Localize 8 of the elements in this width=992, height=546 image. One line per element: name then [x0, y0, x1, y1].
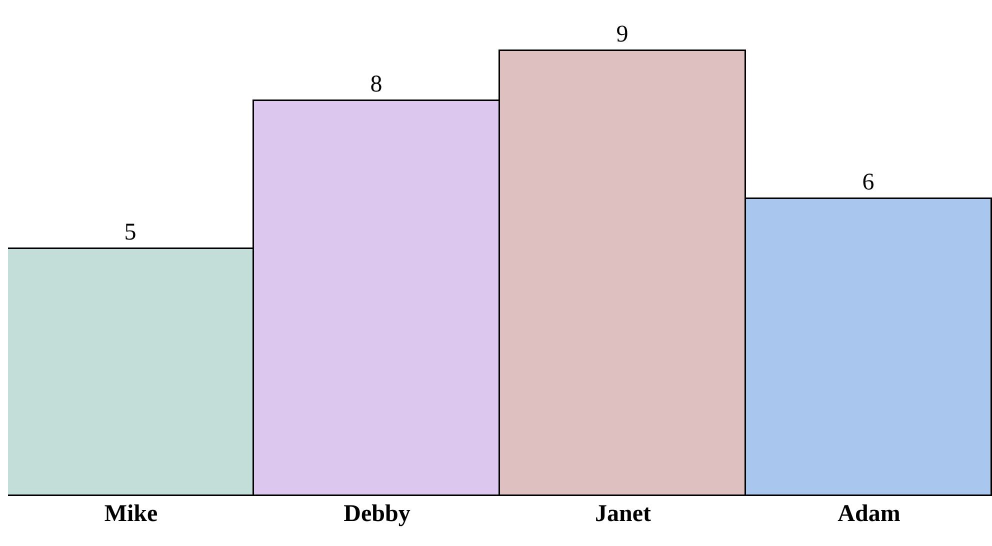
data-label: 9 — [616, 21, 628, 48]
x-tick-label: Mike — [104, 501, 158, 527]
data-label: 8 — [370, 71, 382, 98]
data-label: 5 — [124, 219, 136, 246]
x-tick-label: Debby — [344, 501, 410, 527]
data-label: 6 — [862, 169, 874, 196]
x-tick-label: Adam — [838, 501, 900, 527]
x-tick-label: Janet — [595, 501, 651, 527]
